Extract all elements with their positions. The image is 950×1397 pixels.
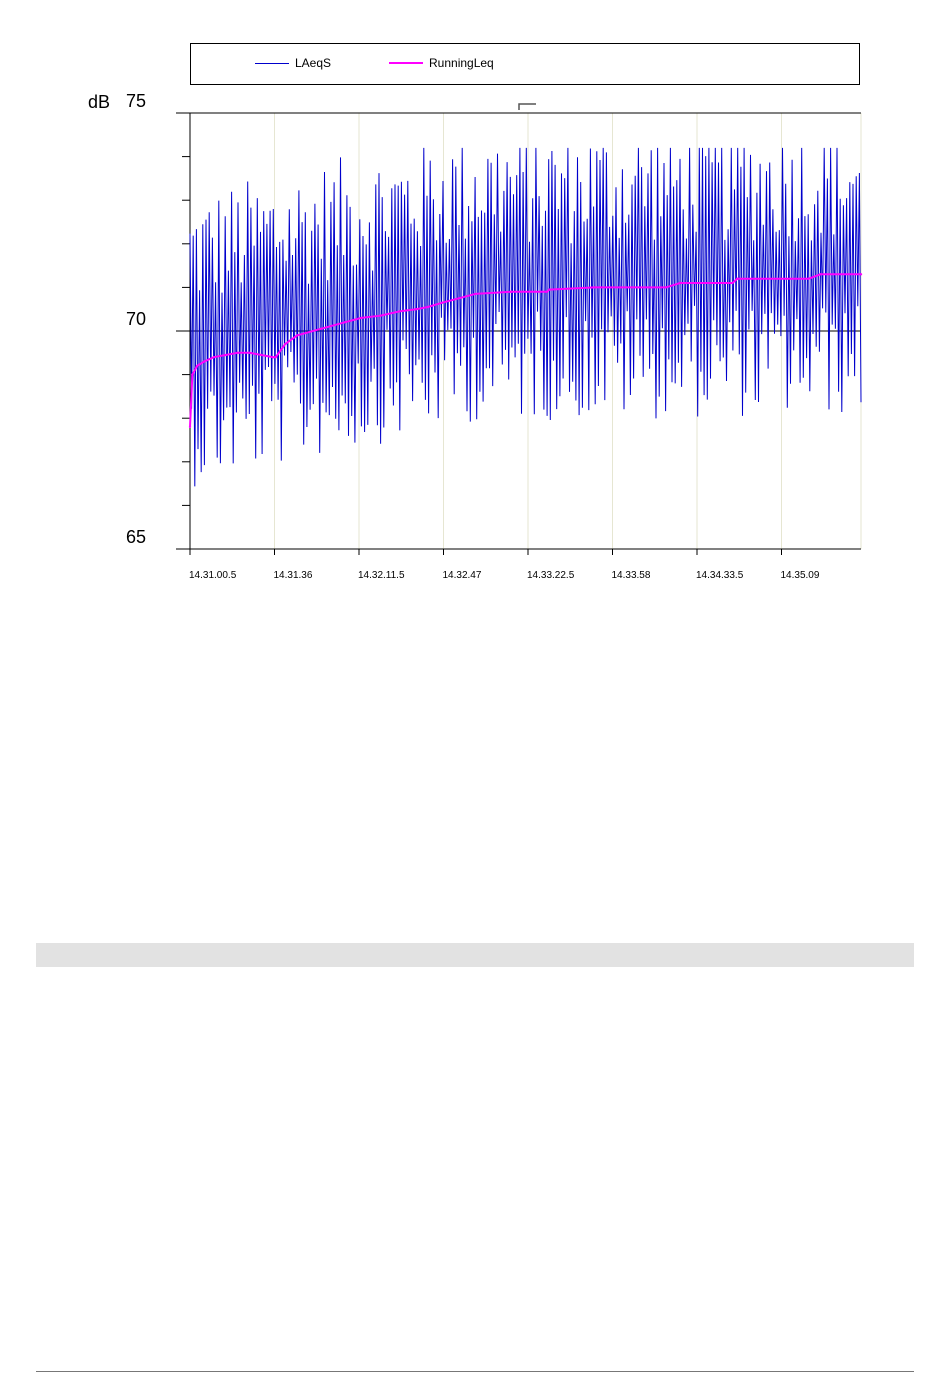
series-line-laeqs: [189, 147, 862, 487]
runningleq-point: [731, 281, 734, 285]
runningleq-point: [272, 356, 275, 359]
chart-svg: [176, 103, 863, 555]
runningleq-point: [319, 327, 323, 330]
section-band: [36, 943, 914, 967]
runningleq-point: [379, 314, 382, 317]
runningleq-point: [807, 277, 810, 280]
runningleq-point: [593, 286, 596, 289]
legend-item-runningleq: RunningLeq: [389, 56, 494, 70]
series-layer: [188, 147, 863, 487]
runningleq-point: [236, 351, 239, 354]
runningleq-point: [191, 373, 194, 376]
runningleq-point: [212, 356, 215, 359]
y-axis-unit: dB: [88, 92, 111, 112]
series-line-runningleq: [189, 273, 861, 427]
x-tick-label: 14.32.47: [442, 570, 482, 581]
cursor-bracket-icon: [518, 103, 536, 110]
runningleq-point: [203, 360, 206, 363]
runningleq-point: [426, 305, 430, 309]
legend-label-laeqs: LAeqS: [295, 56, 332, 70]
x-tick-label: 14.31.00.5: [189, 570, 237, 581]
runningleq-point: [545, 290, 549, 293]
footer-rule: [36, 1371, 914, 1372]
runningleq-point: [224, 353, 227, 357]
runningleq-point: [343, 321, 346, 324]
x-tick-label: 14.31.36: [273, 570, 313, 581]
runningleq-point: [274, 356, 277, 359]
axes-layer: [176, 112, 861, 555]
legend-swatch-runningleq: [389, 62, 423, 64]
x-tick-label: 14.35.09: [780, 570, 820, 581]
runningleq-point: [398, 310, 401, 313]
runningleq-point: [360, 316, 363, 320]
runningleq-point: [260, 353, 263, 357]
x-tick-label: 14.34.33.5: [696, 570, 744, 581]
legend-label-runningleq: RunningLeq: [429, 56, 494, 70]
runningleq-point: [248, 351, 251, 354]
legend: LAeqS RunningLeq: [190, 43, 860, 85]
runningleq-point: [474, 292, 477, 296]
y-tick-label: 65: [126, 527, 147, 547]
x-tick-label: 14.33.22.5: [527, 570, 575, 581]
runningleq-point: [188, 425, 192, 429]
x-tick-label: 14.33.58: [611, 570, 651, 581]
runningleq-point: [284, 342, 287, 346]
runningleq-point: [736, 277, 739, 280]
runningleq-point: [457, 297, 461, 300]
runningleq-point: [679, 281, 682, 285]
x-tick-label: 14.32.11.5: [358, 570, 405, 581]
runningleq-point: [195, 364, 199, 368]
runningleq-point: [548, 288, 551, 291]
runningleq-point: [510, 290, 513, 293]
legend-swatch-laeqs: [255, 62, 289, 64]
runningleq-point: [441, 301, 444, 304]
runningleq-point: [414, 308, 418, 311]
y-tick-label: 75: [126, 91, 147, 111]
cursor-marker: [518, 103, 536, 110]
runningleq-point: [819, 273, 822, 276]
runningleq-point: [664, 286, 668, 289]
runningleq-point: [295, 334, 299, 337]
legend-item-laeqs: LAeqS: [255, 56, 331, 70]
runningleq-point: [859, 273, 863, 276]
y-tick-label: 70: [126, 309, 147, 329]
